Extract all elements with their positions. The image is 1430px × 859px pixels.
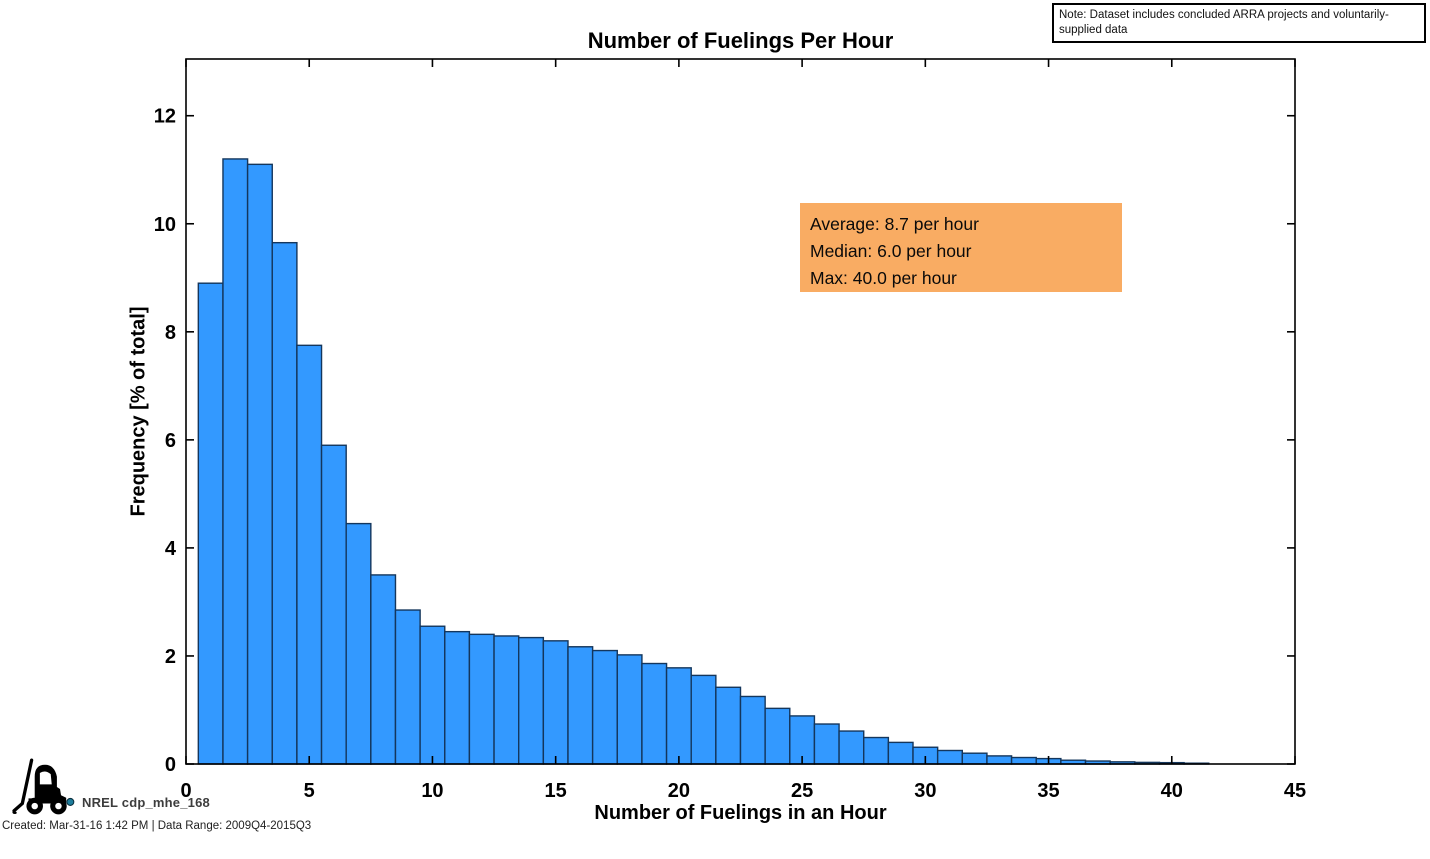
chart-title: Number of Fuelings Per Hour bbox=[587, 28, 894, 53]
histogram-bar bbox=[542, 640, 569, 765]
y-tick-label: 12 bbox=[154, 106, 176, 128]
histogram-bar bbox=[641, 662, 668, 765]
histogram-bar bbox=[320, 444, 347, 765]
note-text: Note: Dataset includes concluded ARRA pr… bbox=[1059, 9, 1389, 36]
histogram-bar bbox=[863, 736, 890, 765]
x-axis-label: Number of Fuelings in an Hour bbox=[594, 802, 887, 824]
x-tick-label: 20 bbox=[668, 780, 690, 802]
stats-annotation-box: Average: 8.7 per hour Median: 6.0 per ho… bbox=[800, 203, 1122, 292]
histogram-bar bbox=[986, 755, 1013, 765]
histogram-bar bbox=[567, 646, 594, 765]
histogram-bar bbox=[468, 633, 495, 765]
histogram-bar bbox=[345, 522, 372, 765]
histogram-bar bbox=[715, 686, 742, 765]
dataset-label: NREL cdp_mhe_168 bbox=[82, 795, 210, 810]
histogram-bar bbox=[936, 749, 964, 765]
y-tick-label: 0 bbox=[165, 754, 176, 776]
histogram-bar bbox=[222, 158, 249, 765]
y-tick-label: 10 bbox=[154, 214, 176, 236]
histogram-bar bbox=[813, 723, 840, 765]
hydrogen-drop-icon bbox=[66, 797, 75, 806]
axes-box bbox=[185, 58, 1296, 765]
histogram-bar bbox=[764, 707, 791, 765]
histogram-bar bbox=[690, 674, 717, 765]
histogram-bar bbox=[419, 625, 446, 765]
histogram-bar bbox=[370, 574, 397, 765]
stat-median: Median: 6.0 per hour bbox=[810, 241, 972, 261]
forklift-body bbox=[28, 764, 67, 804]
histogram-bar bbox=[444, 630, 471, 765]
y-tick-label: 8 bbox=[165, 322, 176, 344]
histogram-bar bbox=[296, 344, 323, 765]
forklift-mast bbox=[12, 758, 34, 813]
forklift-front-hub bbox=[55, 802, 62, 810]
y-axis-label: Frequency [% of total] bbox=[127, 306, 150, 517]
histogram-bar bbox=[665, 667, 692, 765]
histogram-bar bbox=[961, 752, 988, 765]
histogram-bar bbox=[246, 163, 273, 765]
histogram-bar bbox=[838, 730, 865, 765]
x-tick-label: 35 bbox=[1037, 780, 1059, 802]
x-tick-label: 45 bbox=[1284, 780, 1306, 802]
stat-max: Max: 40.0 per hour bbox=[810, 268, 957, 288]
histogram-bar bbox=[271, 241, 298, 765]
histogram-bar bbox=[789, 715, 816, 765]
histogram-bar bbox=[518, 636, 545, 765]
histogram-bar bbox=[197, 282, 224, 765]
y-tick-label: 2 bbox=[165, 646, 176, 668]
forklift-fork-tip bbox=[12, 809, 17, 814]
forklift-icon bbox=[12, 758, 75, 815]
stat-average: Average: 8.7 per hour bbox=[810, 214, 979, 234]
histogram-bar bbox=[1010, 756, 1037, 765]
x-tick-label: 5 bbox=[304, 780, 315, 802]
y-tick-label: 6 bbox=[165, 430, 176, 452]
x-tick-label: 40 bbox=[1161, 780, 1183, 802]
x-tick-label: 10 bbox=[421, 780, 443, 802]
x-tick-label: 30 bbox=[914, 780, 936, 802]
x-tick-label: 0 bbox=[180, 780, 191, 802]
x-tick-label: 15 bbox=[545, 780, 567, 802]
forklift-rear-hub bbox=[31, 802, 38, 810]
histogram-bar bbox=[616, 654, 643, 765]
created-timestamp: Created: Mar-31-16 1:42 PM | Data Range:… bbox=[2, 820, 312, 832]
note-box: Note: Dataset includes concluded ARRA pr… bbox=[1052, 3, 1426, 43]
histogram-bar bbox=[591, 649, 618, 765]
x-tick-label: 25 bbox=[791, 780, 813, 802]
histogram-bar bbox=[887, 741, 914, 765]
histogram-bar bbox=[493, 635, 520, 765]
histogram-bar bbox=[739, 695, 766, 765]
nrel-brand: NREL cdp_mhe_168 bbox=[12, 758, 210, 818]
y-tick-label: 4 bbox=[165, 538, 177, 560]
histogram-bar bbox=[394, 609, 421, 765]
